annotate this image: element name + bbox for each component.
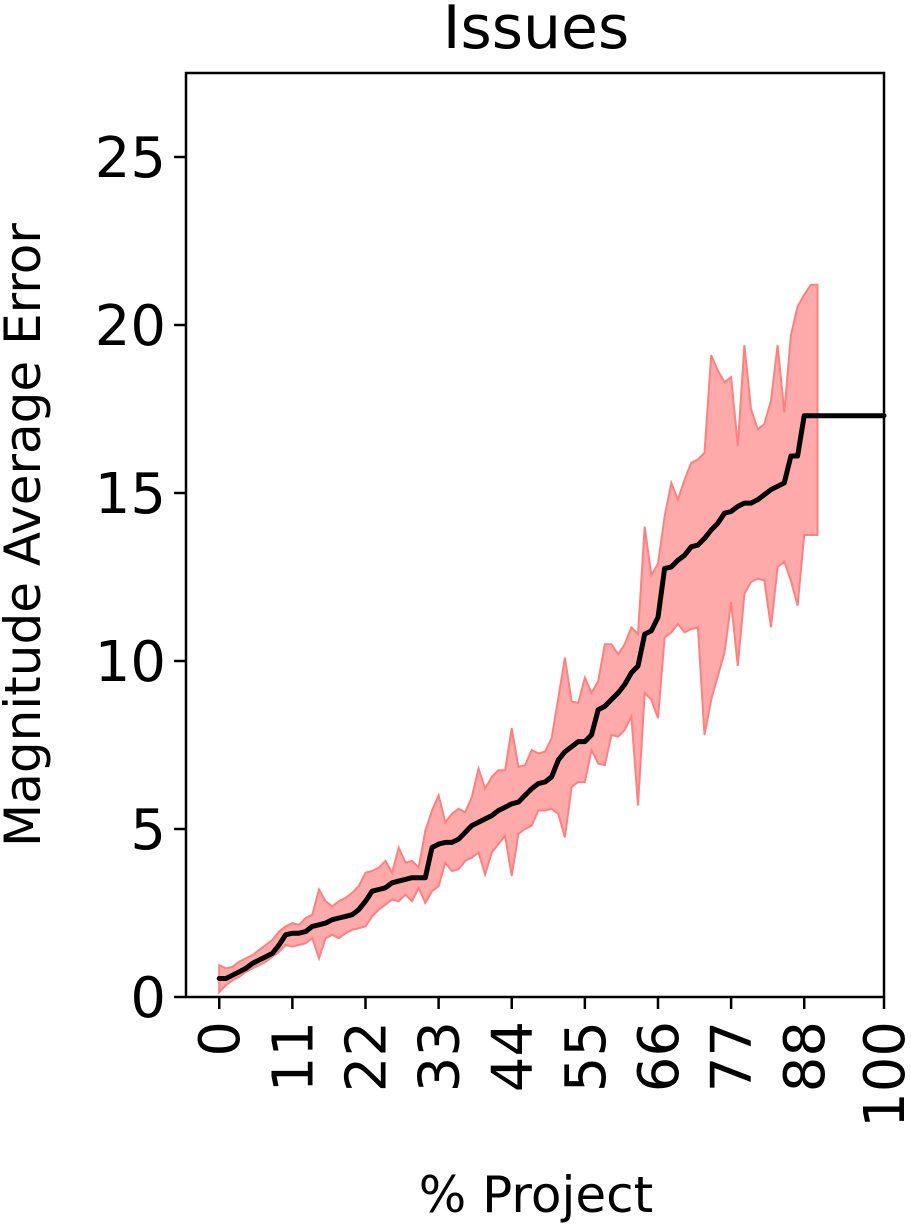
x-tick-label: 55 — [554, 1021, 619, 1092]
x-axis: 0 11 22 33 44 55 66 77 88 100 — [188, 997, 911, 1128]
error-band — [218, 283, 819, 995]
mean-line — [216, 413, 887, 981]
x-axis-label: % Project — [419, 1166, 653, 1224]
y-axis-label: Magnitude Average Error — [0, 223, 52, 847]
x-tick-label: 66 — [627, 1021, 692, 1092]
x-tick-label: 88 — [773, 1021, 838, 1092]
y-tick-label: 20 — [95, 294, 166, 359]
x-tick-label: 0 — [188, 1021, 253, 1057]
x-tick-label: 77 — [700, 1021, 765, 1092]
y-tick-label: 25 — [95, 126, 166, 191]
y-tick-label: 15 — [95, 462, 166, 527]
y-tick-label: 10 — [95, 630, 166, 695]
y-tick-label: 0 — [130, 966, 166, 1031]
x-tick-label: 44 — [481, 1021, 546, 1092]
plot-frame — [184, 71, 886, 999]
x-tick-label: 100 — [853, 1021, 911, 1128]
x-tick-label: 33 — [408, 1021, 473, 1092]
y-axis: 0 5 10 15 20 25 — [95, 126, 186, 1031]
chart-title: Issues — [443, 0, 629, 63]
x-tick-label: 11 — [261, 1021, 326, 1092]
plot-area — [216, 283, 887, 995]
x-tick-label: 22 — [335, 1021, 400, 1092]
y-tick-label: 5 — [130, 798, 166, 863]
